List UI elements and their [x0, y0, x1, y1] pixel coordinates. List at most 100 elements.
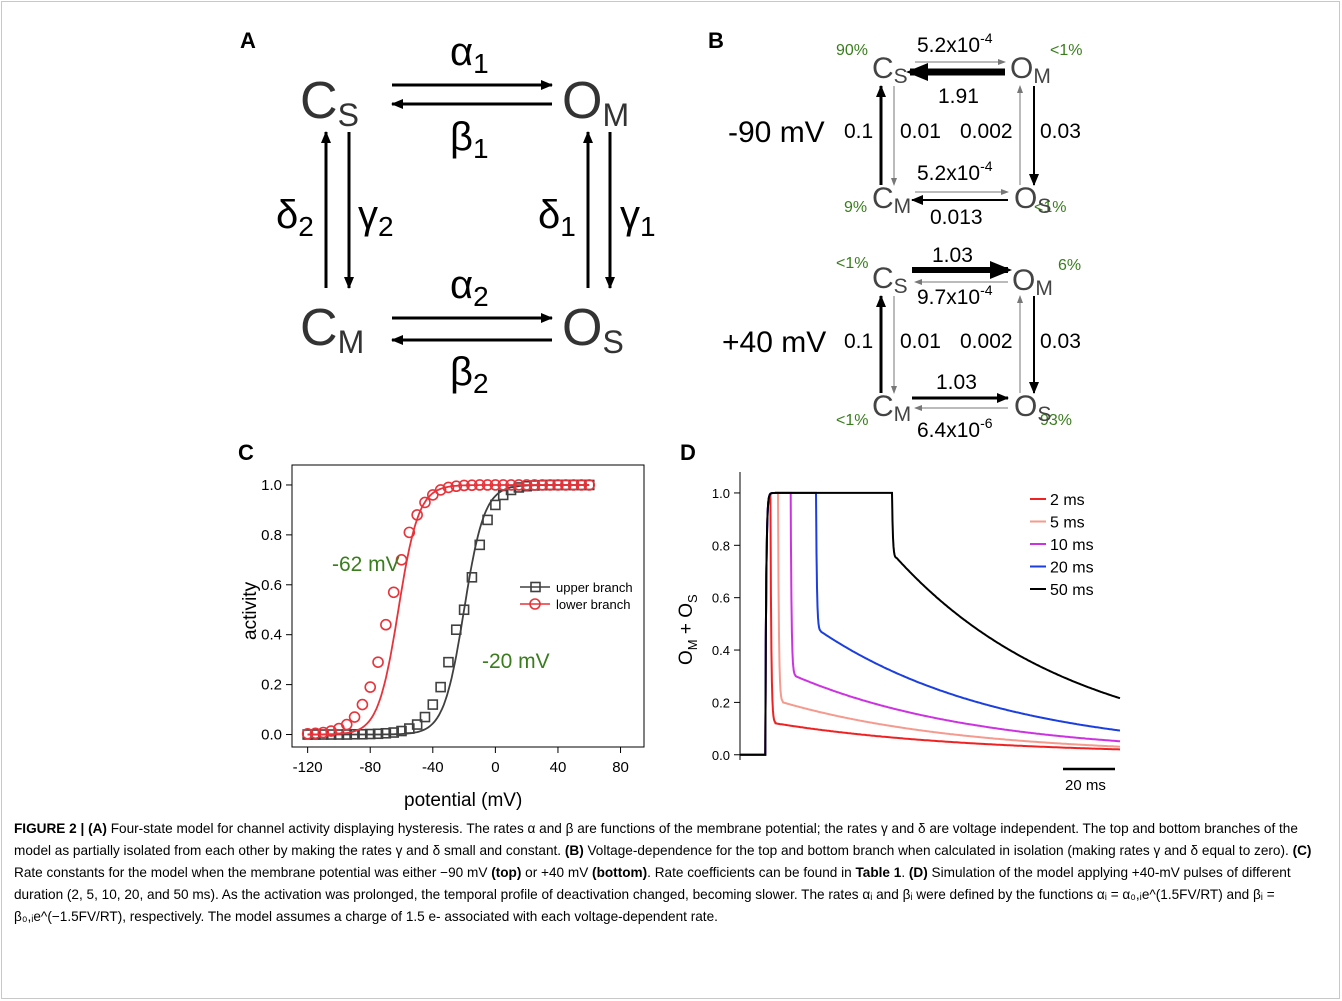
caption-c-text-4: .	[901, 865, 909, 880]
c-point-lower	[395, 554, 408, 566]
c-xtick-label: 0	[491, 759, 499, 776]
panel-d-letter: D	[680, 440, 696, 465]
c-xtick-label: 80	[612, 759, 629, 776]
d-legend-label: 10 ms	[1050, 537, 1094, 554]
voltage-plus40: +40 mV	[722, 326, 826, 359]
rate-bot-back: 9.7x10-4	[917, 282, 993, 309]
pct-om-top: <1%	[1050, 42, 1082, 59]
c-point-upper	[435, 681, 446, 693]
caption-a: (A)	[88, 821, 107, 836]
c-point-lower	[481, 479, 494, 491]
plot-c-series	[301, 479, 596, 740]
rate-alpha1: α1	[450, 30, 489, 79]
c-point-lower	[450, 480, 463, 493]
annotation-minus62: -62 mV	[332, 553, 400, 576]
c-point-lower	[528, 479, 541, 491]
c-point-lower	[340, 718, 353, 731]
c-point-upper	[388, 727, 399, 738]
c-point-lower	[536, 479, 549, 491]
rate-bot-right-up: 0.002	[960, 330, 1013, 353]
caption-b-text: Voltage-dependence for the top and botto…	[583, 843, 1293, 858]
c-point-lower	[356, 698, 369, 711]
c-point-lower	[520, 479, 533, 491]
panel-b: B 90% <1% 9% <1% CS OM CM OS -90 mV 5.2x…	[708, 28, 1082, 442]
pct-cs-top: 90%	[836, 42, 868, 59]
d-ytick-label: 0.4	[712, 643, 730, 658]
c-point-lower	[458, 479, 470, 492]
c-point-lower	[380, 618, 392, 631]
c-point-lower	[442, 481, 455, 494]
c-point-upper	[490, 499, 501, 511]
state-cs: CS	[300, 72, 359, 133]
c-point-upper	[396, 725, 407, 737]
plot-d-legend: 2 ms 5 ms 10 ms 20 ms 50 ms	[1030, 492, 1094, 599]
d-ytick-label: 0.2	[712, 695, 730, 710]
c-point-upper	[450, 624, 462, 636]
c-point-upper	[419, 711, 431, 723]
c-point-lower	[567, 479, 580, 491]
c-point-upper	[349, 728, 360, 740]
c-point-lower	[309, 727, 322, 740]
c-point-lower	[473, 479, 486, 491]
voltage-minus90: -90 mV	[728, 116, 825, 149]
c-point-upper	[427, 699, 439, 710]
caption-top: (top)	[491, 865, 522, 880]
c-point-lower	[575, 479, 588, 491]
c-ytick-label: 1.0	[261, 477, 282, 494]
c-point-lower	[489, 479, 502, 491]
c-point-lower	[544, 479, 556, 491]
c-point-upper	[411, 719, 423, 730]
c-point-lower	[559, 479, 572, 491]
d-trace-2ms	[740, 492, 1120, 756]
state-om-bottom: OM	[1012, 264, 1053, 300]
annotation-minus20: -20 mV	[482, 650, 550, 673]
plot-c-xlabel: potential (mV)	[404, 790, 522, 811]
c-point-lower	[364, 681, 377, 693]
rate-top-right-up: 0.002	[960, 120, 1013, 143]
figure-canvas: A CS OM CM OS α1 β1 α2 β2 δ2 γ2 δ1 γ1 B …	[238, 28, 1121, 811]
caption-d: (D)	[908, 865, 928, 880]
rate-delta2: δ2	[276, 193, 314, 242]
panel-a: A CS OM CM OS α1 β1 α2 β2 δ2 γ2 δ1 γ1	[240, 28, 656, 399]
rate-bot-fwd: 1.03	[932, 244, 973, 267]
plot-c-legend: upper branch lower branch	[520, 580, 633, 612]
c-point-lower	[505, 479, 517, 491]
c-point-upper	[380, 727, 392, 739]
pct-cm-top: 9%	[844, 199, 867, 216]
rate-topb-back: 0.013	[930, 206, 983, 229]
c-point-lower	[497, 479, 510, 491]
caption-table-ref: Table 1	[855, 865, 902, 880]
d-legend-label: 20 ms	[1050, 560, 1094, 577]
caption-bottom: (bottom)	[592, 865, 648, 880]
c-ytick-label: 0.8	[261, 527, 282, 544]
caption-c-text-3: . Rate coefficients can be found in	[647, 865, 856, 880]
caption-b: (B)	[564, 843, 584, 858]
plot-d-ylabel: OM + OS	[676, 594, 700, 665]
c-point-lower	[466, 479, 478, 492]
c-point-lower	[372, 656, 384, 668]
c-xtick-label: 40	[550, 759, 567, 776]
c-legend-label: lower branch	[556, 597, 630, 612]
d-ytick-label: 0.0	[712, 748, 730, 763]
rate-top-left-up: 0.1	[844, 120, 873, 143]
rate-top-right-down: 0.03	[1040, 120, 1081, 143]
state-cm-top: CM	[872, 182, 911, 218]
c-point-upper	[364, 728, 376, 740]
caption-c-text-2: or +40 mV	[521, 865, 593, 880]
c-point-lower	[583, 479, 596, 491]
d-legend-label: 5 ms	[1050, 515, 1085, 532]
c-xtick-label: -80	[359, 759, 381, 776]
d-legend-label: 2 ms	[1050, 492, 1085, 509]
c-point-upper	[443, 656, 454, 668]
c-point-upper	[372, 728, 384, 740]
rate-top-fwd: 5.2x10-4	[917, 30, 993, 57]
state-cm-bottom: CM	[872, 390, 911, 426]
pct-os-top: <1%	[1034, 199, 1066, 216]
plot-d-ticks: 0.0 0.2 0.4 0.6 0.8 1.0	[712, 486, 740, 763]
rate-botb-back: 6.4x10-6	[917, 415, 993, 442]
c-ytick-label: 0.0	[261, 727, 282, 744]
d-trace-20ms	[740, 491, 1121, 756]
rate-bot-left-up: 0.1	[844, 330, 873, 353]
figure-caption: FIGURE 2 | (A) Four-state model for chan…	[14, 818, 1330, 928]
